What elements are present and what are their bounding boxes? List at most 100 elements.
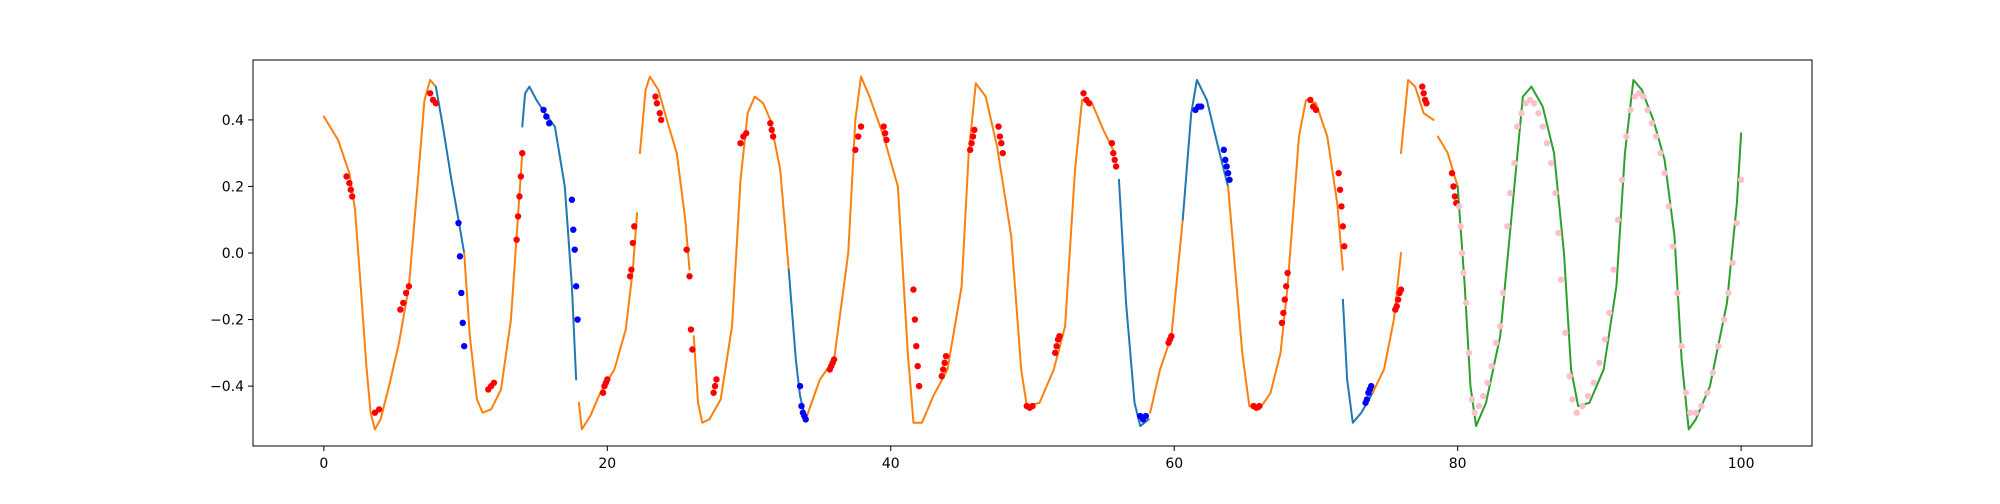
red-marker-point bbox=[971, 126, 978, 134]
red-marker-point bbox=[628, 266, 635, 273]
red-marker-point bbox=[1419, 83, 1426, 90]
red-marker-point bbox=[942, 352, 950, 360]
pink-marker-point bbox=[1457, 223, 1464, 230]
blue-marker-point bbox=[1224, 169, 1232, 177]
red-marker-point bbox=[913, 342, 920, 350]
red-marker-point bbox=[689, 346, 696, 353]
red-marker-point bbox=[686, 273, 693, 280]
red-marker-point bbox=[1284, 269, 1291, 277]
pink-marker-point bbox=[1720, 316, 1728, 323]
pink-marker-point bbox=[1644, 106, 1651, 114]
x-tick-label: 80 bbox=[1449, 456, 1467, 472]
red-marker-point bbox=[710, 389, 717, 396]
x-tick-label: 100 bbox=[1728, 456, 1755, 472]
blue-marker-point bbox=[1197, 103, 1205, 110]
red-marker-point bbox=[1029, 402, 1036, 410]
blue-marker-point bbox=[1142, 412, 1150, 420]
red-marker-point bbox=[400, 299, 407, 307]
red-marker-point bbox=[938, 372, 945, 380]
y-tick-label: 0.4 bbox=[222, 113, 244, 129]
blue-marker-point bbox=[460, 342, 468, 350]
red-marker-point bbox=[852, 146, 859, 154]
blue-marker-point bbox=[1368, 382, 1375, 390]
red-marker-point bbox=[519, 149, 526, 157]
red-marker-point bbox=[769, 133, 777, 140]
blue-marker-point bbox=[458, 289, 465, 297]
pink-marker-point bbox=[1492, 339, 1500, 347]
red-marker-point bbox=[998, 139, 1005, 147]
red-marker-point bbox=[1397, 286, 1405, 293]
pink-marker-point bbox=[1462, 299, 1470, 307]
y-tick-label: −0.2 bbox=[210, 313, 244, 329]
orange-segment-line bbox=[577, 212, 639, 431]
pink-marker-point bbox=[1698, 402, 1705, 410]
pink-marker-point bbox=[1733, 219, 1741, 227]
red-marker-point bbox=[652, 93, 659, 100]
pink-marker-point bbox=[1590, 379, 1597, 386]
red-marker-point bbox=[1085, 100, 1093, 107]
red-marker-point bbox=[1336, 186, 1344, 193]
red-marker-point bbox=[881, 130, 889, 137]
red-marker-point bbox=[1111, 156, 1118, 164]
blue-marker-point bbox=[1222, 156, 1229, 164]
red-marker-point bbox=[347, 186, 354, 193]
blue-marker-point bbox=[574, 316, 581, 323]
pink-marker-point bbox=[1569, 396, 1576, 403]
red-marker-point bbox=[941, 359, 948, 367]
orange-segment-line bbox=[1436, 135, 1459, 188]
y-tick-label: 0.2 bbox=[222, 179, 244, 195]
blue-marker-point bbox=[798, 402, 805, 410]
y-axis: −0.4 −0.2 0.0 0.2 0.4 bbox=[210, 113, 253, 395]
x-tick-label: 40 bbox=[882, 456, 900, 472]
pink-marker-point bbox=[1484, 379, 1491, 386]
red-marker-point bbox=[343, 173, 350, 180]
pink-marker-point bbox=[1686, 409, 1694, 416]
pink-marker-point bbox=[1573, 409, 1580, 416]
blue-marker-point bbox=[571, 246, 578, 253]
pink-marker-point bbox=[1543, 139, 1551, 147]
pink-marker-point bbox=[1548, 159, 1555, 167]
pink-marker-point bbox=[1618, 176, 1626, 183]
red-marker-point bbox=[490, 379, 498, 386]
pink-marker-point bbox=[1729, 259, 1736, 267]
orange-segment-line bbox=[463, 152, 524, 414]
red-marker-point bbox=[683, 246, 690, 253]
pink-marker-point bbox=[1504, 223, 1511, 230]
x-tick-label: 0 bbox=[319, 456, 328, 472]
red-marker-point bbox=[996, 133, 1004, 140]
blue-marker-point bbox=[543, 113, 550, 120]
red-marker-point bbox=[1451, 193, 1459, 200]
red-marker-point bbox=[830, 356, 838, 363]
pink-marker-point bbox=[1535, 110, 1542, 117]
pink-marker-point bbox=[1665, 203, 1673, 210]
red-marker-point bbox=[1341, 243, 1348, 250]
red-marker-point bbox=[1394, 296, 1402, 303]
pink-marker-point bbox=[1488, 362, 1495, 370]
pink-marker-point bbox=[1458, 249, 1466, 257]
red-marker-point bbox=[631, 223, 638, 230]
red-marker-point bbox=[687, 326, 695, 333]
red-marker-point bbox=[768, 126, 775, 134]
pink-marker-point bbox=[1514, 123, 1521, 130]
red-marker-point bbox=[604, 376, 611, 383]
pink-marker-point bbox=[1652, 133, 1660, 140]
pink-marker-point bbox=[1657, 149, 1664, 157]
pink-marker-point bbox=[1725, 289, 1732, 297]
pink-marker-point bbox=[1682, 389, 1690, 396]
blue-marker-point bbox=[572, 283, 580, 290]
pink-marker-point bbox=[1468, 396, 1476, 403]
pink-marker-point bbox=[1455, 203, 1463, 210]
blue-marker-point bbox=[802, 416, 809, 423]
red-marker-point bbox=[1450, 183, 1457, 190]
pink-marker-point bbox=[1479, 392, 1487, 400]
blue-segment-line bbox=[434, 85, 466, 254]
red-marker-point bbox=[995, 123, 1002, 130]
red-marker-point bbox=[1307, 96, 1314, 104]
pink-marker-point bbox=[1709, 369, 1716, 376]
red-marker-point bbox=[910, 286, 917, 293]
blue-marker-point bbox=[455, 219, 462, 227]
red-marker-point bbox=[1056, 332, 1063, 340]
red-marker-point bbox=[516, 193, 523, 200]
